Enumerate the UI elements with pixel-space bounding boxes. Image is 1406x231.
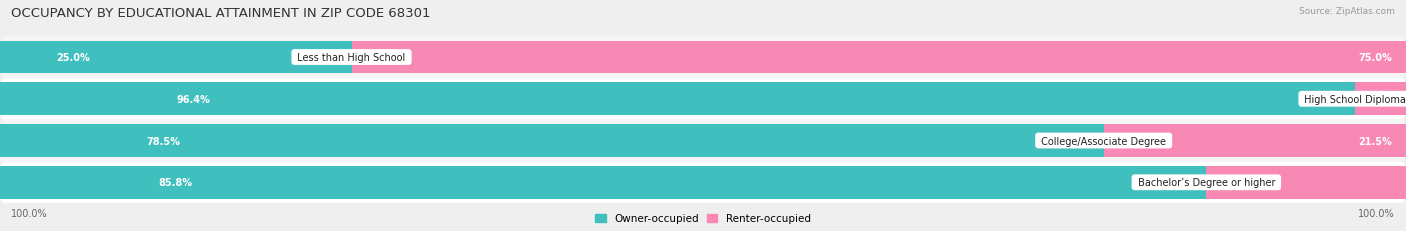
FancyBboxPatch shape [0,79,1406,120]
Text: OCCUPANCY BY EDUCATIONAL ATTAINMENT IN ZIP CODE 68301: OCCUPANCY BY EDUCATIONAL ATTAINMENT IN Z… [11,7,430,20]
Text: College/Associate Degree: College/Associate Degree [1038,136,1170,146]
Bar [0,125,1104,157]
Bar [0,83,1355,116]
Bar [1355,83,1406,116]
Bar [352,42,1406,74]
Text: Bachelor’s Degree or higher: Bachelor’s Degree or higher [1135,177,1278,188]
Text: 21.5%: 21.5% [1358,136,1392,146]
Text: Less than High School: Less than High School [294,53,409,63]
FancyBboxPatch shape [0,120,1406,161]
Text: 100.0%: 100.0% [11,208,48,218]
Text: 25.0%: 25.0% [56,53,90,63]
Text: 75.0%: 75.0% [1358,53,1392,63]
Bar [0,166,1206,199]
Text: 100.0%: 100.0% [1358,208,1395,218]
FancyBboxPatch shape [0,162,1406,203]
Text: 78.5%: 78.5% [146,136,180,146]
Text: 85.8%: 85.8% [159,177,193,188]
FancyBboxPatch shape [0,37,1406,78]
Legend: Owner-occupied, Renter-occupied: Owner-occupied, Renter-occupied [595,213,811,224]
Text: Source: ZipAtlas.com: Source: ZipAtlas.com [1299,7,1395,16]
Text: 96.4%: 96.4% [177,94,211,104]
Bar [1104,125,1406,157]
Bar [0,42,352,74]
Text: High School Diploma: High School Diploma [1302,94,1406,104]
Bar [1206,166,1406,199]
